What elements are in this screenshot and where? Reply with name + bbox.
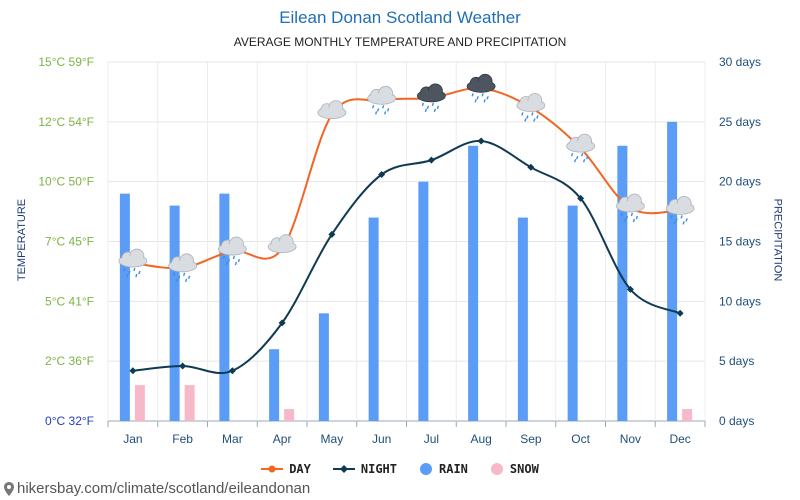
right-tick-label: 5 days bbox=[719, 354, 754, 368]
night-point[interactable] bbox=[527, 163, 535, 171]
x-category-label: May bbox=[321, 432, 344, 446]
night-point[interactable] bbox=[179, 362, 187, 370]
night-point[interactable] bbox=[278, 319, 286, 327]
rain-bar[interactable] bbox=[567, 205, 578, 421]
cloud-rain-icon bbox=[118, 248, 148, 278]
x-category-label: Jun bbox=[372, 432, 391, 446]
chart-subtitle: AVERAGE MONTHLY TEMPERATURE AND PRECIPIT… bbox=[233, 35, 567, 49]
night-point[interactable] bbox=[577, 194, 585, 202]
x-category-label: Dec bbox=[669, 432, 690, 446]
left-tick-label: 5°C 41°F bbox=[45, 294, 94, 308]
right-tick-label: 20 days bbox=[719, 175, 761, 189]
cloud-rain-icon bbox=[217, 236, 247, 266]
left-tick-label: 7°C 45°F bbox=[45, 235, 94, 249]
x-category-label: Sep bbox=[520, 432, 542, 446]
rain-bar[interactable] bbox=[517, 217, 528, 421]
legend-snow-marker bbox=[490, 463, 503, 475]
right-tick-label: 30 days bbox=[719, 55, 761, 69]
x-category-label: Mar bbox=[222, 432, 243, 446]
left-tick-label: 10°C 50°F bbox=[38, 175, 94, 189]
cloud-rain-icon bbox=[615, 193, 645, 223]
cloud-rain-icon bbox=[367, 85, 397, 115]
right-tick-label: 10 days bbox=[719, 294, 761, 308]
x-category-label: Aug bbox=[470, 432, 491, 446]
legend-snow-label: SNOW bbox=[509, 462, 539, 476]
legend-day[interactable]: DAY bbox=[261, 462, 311, 476]
rain-bar[interactable] bbox=[368, 217, 379, 421]
snow-bar[interactable] bbox=[284, 409, 295, 421]
storm-rain-icon bbox=[466, 73, 496, 103]
legend-rain-marker bbox=[420, 463, 432, 475]
night-point[interactable] bbox=[129, 367, 137, 375]
x-category-label: Feb bbox=[172, 432, 193, 446]
cloud-rain-icon bbox=[168, 253, 198, 283]
footer-link[interactable]: hikersbay.com/climate/scotland/eileandon… bbox=[4, 480, 310, 497]
night-point[interactable] bbox=[477, 137, 485, 145]
snow-bar[interactable] bbox=[682, 409, 693, 421]
chart-legend: DAY NIGHT RAIN SNOW bbox=[0, 462, 800, 476]
left-tick-label: 0°C 32°F bbox=[45, 414, 94, 428]
footer-site-text: hikersbay.com/climate/scotland/eileandon… bbox=[17, 480, 311, 497]
legend-day-label: DAY bbox=[289, 462, 311, 476]
x-category-label: Jul bbox=[424, 432, 439, 446]
legend-snow[interactable]: SNOW bbox=[490, 462, 539, 476]
snow-bar[interactable] bbox=[134, 385, 145, 421]
x-category-label: Nov bbox=[620, 432, 641, 446]
right-tick-label: 0 days bbox=[719, 414, 754, 428]
legend-rain[interactable]: RAIN bbox=[419, 462, 468, 476]
right-tick-label: 15 days bbox=[719, 235, 761, 249]
night-point[interactable] bbox=[427, 156, 435, 164]
legend-night-label: NIGHT bbox=[360, 462, 397, 476]
rain-bar[interactable] bbox=[617, 145, 628, 421]
cloud-rain-icon bbox=[665, 195, 695, 225]
left-tick-label: 12°C 54°F bbox=[38, 115, 94, 129]
rain-bar[interactable] bbox=[219, 193, 230, 421]
rain-bar[interactable] bbox=[667, 121, 678, 421]
cloud-rain-icon bbox=[566, 133, 596, 163]
chart-title: Eilean Donan Scotland Weather bbox=[279, 8, 521, 27]
location-pin-icon bbox=[4, 481, 14, 496]
x-category-label: Oct bbox=[571, 432, 590, 446]
night-point[interactable] bbox=[328, 230, 336, 238]
rain-bar[interactable] bbox=[468, 145, 479, 421]
left-tick-label: 2°C 36°F bbox=[45, 354, 94, 368]
rain-bar[interactable] bbox=[169, 205, 180, 421]
legend-night-marker bbox=[332, 465, 355, 473]
rain-bar[interactable] bbox=[119, 193, 130, 421]
legend-rain-label: RAIN bbox=[439, 462, 468, 476]
right-tick-label: 25 days bbox=[719, 115, 761, 129]
cloud-rain-icon bbox=[516, 93, 546, 122]
snow-bar[interactable] bbox=[184, 385, 195, 421]
left-tick-label: 15°C 59°F bbox=[38, 55, 94, 69]
sun-cloud-icon bbox=[267, 234, 297, 254]
night-point[interactable] bbox=[228, 367, 236, 375]
legend-day-marker bbox=[261, 465, 284, 473]
storm-rain-icon bbox=[416, 83, 446, 113]
rain-bar[interactable] bbox=[318, 313, 329, 421]
night-point[interactable] bbox=[626, 285, 634, 293]
night-point[interactable] bbox=[378, 170, 386, 178]
night-point[interactable] bbox=[676, 309, 684, 317]
x-category-label: Apr bbox=[273, 432, 292, 446]
rain-bar[interactable] bbox=[418, 181, 429, 421]
sun-cloud-icon bbox=[317, 100, 347, 120]
rain-bar[interactable] bbox=[269, 349, 280, 421]
x-category-label: Jan bbox=[123, 432, 142, 446]
legend-night[interactable]: NIGHT bbox=[332, 462, 397, 476]
